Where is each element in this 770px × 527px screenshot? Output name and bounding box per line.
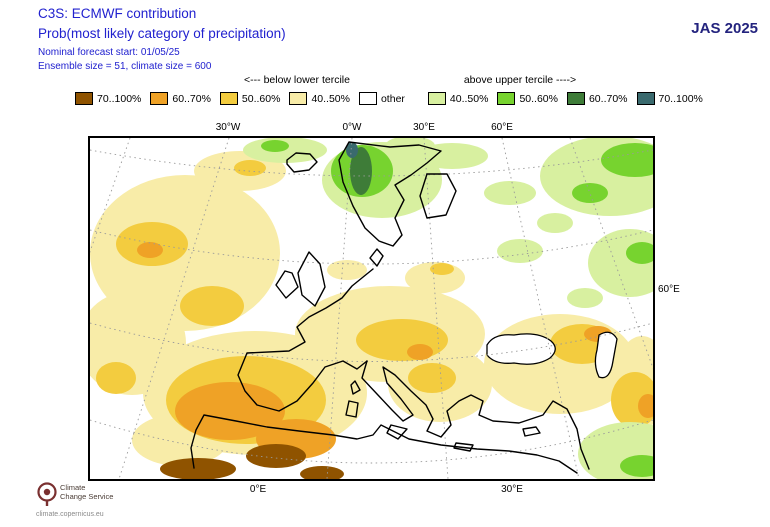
black-sea <box>486 333 556 365</box>
legend-item: 70..100% <box>75 92 141 105</box>
legend-swatch <box>150 92 169 105</box>
island-crete <box>453 442 474 452</box>
legend-swatch <box>75 92 93 105</box>
island-sardinia <box>345 400 359 418</box>
coast-denmark <box>369 248 384 267</box>
lat-label-right: 60°E <box>658 284 680 295</box>
lon-label-bottom: 30°E <box>501 484 523 495</box>
legend-label: 50..60% <box>519 92 558 105</box>
legend-label: 40..50% <box>311 92 350 105</box>
seas <box>486 331 618 379</box>
copernicus-logo-icon <box>37 482 57 506</box>
legend-item: 40..50% <box>289 92 350 105</box>
lon-label-top: 30°E <box>413 122 435 133</box>
legend-swatch <box>566 92 585 105</box>
legend-swatch <box>636 92 655 105</box>
coast-finland <box>419 173 457 219</box>
lon-label-bottom: 0°E <box>249 484 267 495</box>
legend-swatch <box>289 92 308 105</box>
logo-text-line2: Change Service <box>60 492 114 501</box>
map-frame <box>88 136 655 481</box>
coast-scandinavia <box>338 141 442 247</box>
legend-label: 50..60% <box>241 92 281 105</box>
logo-text-line1: Climate <box>60 483 86 492</box>
lon-label-top: 60°E <box>491 122 513 133</box>
legend-swatch <box>427 92 446 105</box>
legend-label: 40..50% <box>449 92 489 105</box>
coast-iceland <box>286 152 318 173</box>
ensemble-info: Ensemble size = 51, climate size = 600 <box>38 61 212 72</box>
legend-label: other <box>380 92 405 105</box>
legend-swatch <box>497 92 516 105</box>
island-sicily <box>386 424 408 440</box>
legend-item: 40..50% <box>427 92 489 105</box>
legend-above-title: above upper tercile ----> <box>463 74 577 86</box>
legend-below-title: <--- below lower tercile <box>244 74 350 86</box>
legend-label: 70..100% <box>97 92 142 105</box>
legend-item: 60..70% <box>150 92 211 105</box>
legend-label: 60..70% <box>588 92 628 105</box>
logo-website: climate.copernicus.eu <box>36 511 104 518</box>
europe-precipitation-map <box>90 138 653 479</box>
graticule <box>90 138 653 479</box>
coast-ireland <box>275 270 299 299</box>
legend-label: 60..70% <box>172 92 211 105</box>
legend-item: other <box>358 92 405 105</box>
above-tercile-shading <box>243 138 653 479</box>
page-title: C3S: ECMWF contribution <box>38 6 197 21</box>
page-subtitle: Prob(most likely category of precipitati… <box>38 26 286 41</box>
coastlines <box>190 141 590 474</box>
legend-item: 60..70% <box>566 92 628 105</box>
season-label: JAS 2025 <box>691 20 758 37</box>
legend-swatch <box>219 92 238 105</box>
lon-label-top: 0°W <box>342 122 362 133</box>
coast-britain <box>297 251 326 307</box>
island-corsica <box>350 380 361 395</box>
legend-label: 70..100% <box>658 92 703 105</box>
legend-item: 50..60% <box>219 92 281 105</box>
forecast-start: Nominal forecast start: 01/05/25 <box>38 47 180 58</box>
legend-bar: 70..100% 60..70% 50..60% 40..50% other 4… <box>75 92 712 105</box>
island-cyprus <box>522 426 541 437</box>
legend-swatch <box>358 92 377 105</box>
lon-label-top: 30°W <box>215 122 241 133</box>
coast-italy-balkans-turkey <box>361 360 590 470</box>
coast-north-africa <box>190 414 578 474</box>
coast-west-europe-iberia <box>237 268 374 412</box>
caspian-sea <box>594 331 618 379</box>
legend-item: 50..60% <box>497 92 558 105</box>
legend-item: 70..100% <box>636 92 703 105</box>
